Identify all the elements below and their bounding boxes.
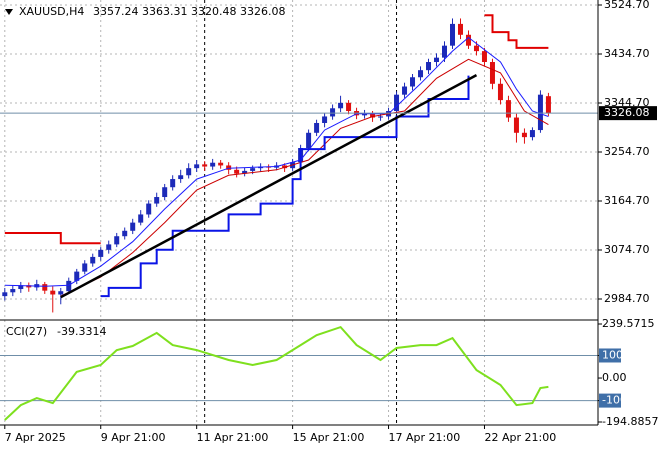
- candle-body: [130, 222, 136, 231]
- candle-body: [505, 100, 511, 118]
- candle-body: [282, 165, 288, 169]
- candle-body: [529, 130, 535, 138]
- candle-body: [10, 289, 16, 293]
- candle-body: [457, 23, 463, 35]
- candle-body: [402, 86, 408, 95]
- candle-body: [242, 170, 248, 174]
- candle-body: [394, 94, 400, 112]
- x-tick-label: 15 Apr 21:00: [293, 431, 365, 444]
- y-tick-label: 3344.70: [604, 96, 650, 109]
- candle-body: [434, 57, 440, 63]
- cci-tick-label: 0.00: [602, 371, 627, 384]
- candle-body: [98, 249, 104, 257]
- candle-body: [170, 179, 176, 188]
- y-tick-label: 3164.70: [604, 194, 650, 207]
- current-price-label: 3326.08: [604, 106, 650, 119]
- candle-body: [194, 164, 200, 169]
- candle-body: [58, 291, 64, 295]
- x-tick-label: 11 Apr 21:00: [197, 431, 269, 444]
- cci-value: -39.3314: [57, 325, 106, 338]
- candle-body: [410, 77, 416, 87]
- y-tick-label: 2984.70: [604, 292, 650, 305]
- candle-body: [186, 168, 192, 176]
- candle-body: [330, 108, 336, 117]
- candle-body: [537, 94, 543, 131]
- y-tick-label: 3074.70: [604, 243, 650, 256]
- candle-body: [338, 102, 344, 109]
- price-box: [599, 106, 657, 121]
- open-label: 3357.24: [93, 5, 139, 18]
- candle-body: [362, 113, 368, 116]
- cci-tick-label: -100: [602, 394, 627, 407]
- y-tick-label: 3434.70: [604, 47, 650, 60]
- candle-body: [378, 116, 384, 118]
- candle-body: [66, 280, 72, 292]
- candle-body: [370, 113, 376, 118]
- x-tick-label: 7 Apr 2025: [5, 431, 66, 444]
- candle-body: [497, 83, 503, 101]
- cci-tick-label: 239.5715: [602, 317, 655, 330]
- candle-body: [465, 34, 471, 46]
- candle-body: [442, 45, 448, 58]
- candle-body: [122, 230, 128, 237]
- candle-body: [154, 197, 160, 204]
- candle-body: [218, 162, 224, 166]
- candle-body: [426, 62, 432, 71]
- indicator-line: [60, 73, 478, 299]
- candle-body: [74, 271, 80, 281]
- candle-body: [513, 117, 519, 133]
- high-label: 3363.31: [142, 5, 188, 18]
- low-label: 3320.48: [191, 5, 237, 18]
- candle-body: [489, 62, 495, 84]
- cci-tick-label: -194.8857: [602, 415, 658, 428]
- candle-body: [449, 23, 455, 46]
- candle-body: [82, 263, 88, 272]
- candle-body: [138, 214, 144, 223]
- candle-body: [146, 203, 152, 215]
- y-tick-label: 3254.70: [604, 145, 650, 158]
- indicator-line: [4, 36, 549, 287]
- candle-body: [2, 292, 8, 297]
- candle-body: [521, 132, 527, 138]
- candle-body: [42, 284, 48, 291]
- indicator-line: [4, 14, 549, 245]
- candle-body: [314, 122, 320, 133]
- candle-body: [322, 116, 328, 123]
- cci-title: CCI(27): [6, 325, 47, 338]
- close-label: 3326.08: [240, 5, 286, 18]
- cci-line: [4, 325, 549, 421]
- x-tick-label: 17 Apr 21:00: [389, 431, 461, 444]
- candle-body: [346, 102, 352, 112]
- candle-body: [306, 132, 312, 149]
- candle-body: [202, 164, 208, 167]
- x-tick-label: 9 Apr 21:00: [101, 431, 166, 444]
- y-tick-label: 3524.70: [604, 0, 650, 11]
- level-box: [599, 393, 621, 408]
- candle-body: [178, 175, 184, 180]
- candle-body: [90, 256, 96, 264]
- candle-body: [18, 285, 24, 290]
- cci-tick-label: 100: [602, 348, 623, 361]
- level-box: [599, 348, 621, 363]
- candle-body: [418, 70, 424, 78]
- candle-body: [226, 165, 232, 170]
- symbol: XAUUSD,H4: [19, 5, 84, 18]
- candle-body: [234, 169, 240, 174]
- candle-body: [106, 244, 112, 250]
- candle-body: [50, 290, 56, 295]
- candle-body: [545, 96, 551, 114]
- x-tick-label: 22 Apr 21:00: [484, 431, 556, 444]
- candle-body: [473, 45, 479, 52]
- menu-triangle: [5, 9, 13, 15]
- candle-body: [250, 168, 256, 171]
- candle-body: [481, 51, 487, 63]
- candle-body: [114, 236, 120, 245]
- candle-body: [162, 187, 168, 198]
- candle-body: [210, 162, 216, 167]
